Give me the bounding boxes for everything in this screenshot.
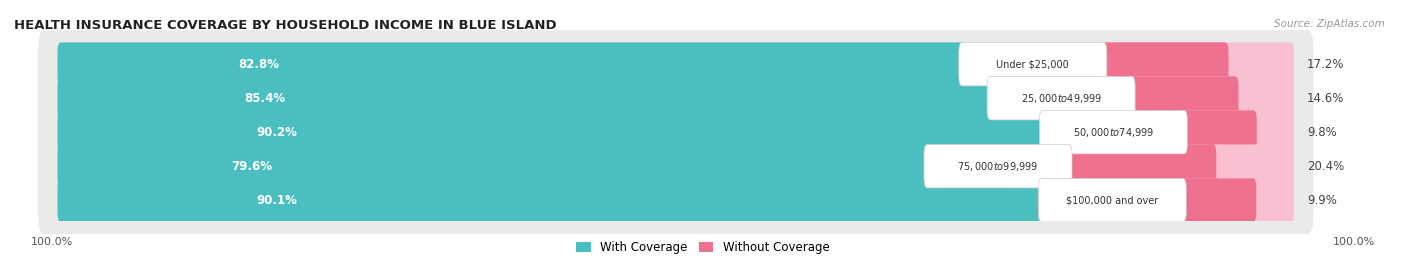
FancyBboxPatch shape xyxy=(1039,110,1188,154)
Text: $25,000 to $49,999: $25,000 to $49,999 xyxy=(1021,92,1102,105)
Text: Under $25,000: Under $25,000 xyxy=(997,59,1069,69)
Text: 17.2%: 17.2% xyxy=(1308,58,1344,71)
Text: $100,000 and over: $100,000 and over xyxy=(1066,195,1159,205)
FancyBboxPatch shape xyxy=(58,43,966,86)
Text: 79.6%: 79.6% xyxy=(231,160,271,173)
Text: 20.4%: 20.4% xyxy=(1308,160,1344,173)
FancyBboxPatch shape xyxy=(58,76,994,120)
FancyBboxPatch shape xyxy=(58,178,1045,222)
Text: 9.9%: 9.9% xyxy=(1308,194,1337,207)
Text: 100.0%: 100.0% xyxy=(31,238,73,247)
Text: 82.8%: 82.8% xyxy=(239,58,280,71)
FancyBboxPatch shape xyxy=(1101,43,1294,86)
FancyBboxPatch shape xyxy=(38,132,1313,200)
FancyBboxPatch shape xyxy=(1066,144,1294,188)
Text: 90.1%: 90.1% xyxy=(256,194,297,207)
FancyBboxPatch shape xyxy=(959,43,1107,86)
Text: Source: ZipAtlas.com: Source: ZipAtlas.com xyxy=(1274,19,1385,29)
FancyBboxPatch shape xyxy=(1181,110,1257,154)
FancyBboxPatch shape xyxy=(38,98,1313,166)
FancyBboxPatch shape xyxy=(987,76,1135,120)
Text: 90.2%: 90.2% xyxy=(256,126,297,139)
FancyBboxPatch shape xyxy=(38,166,1313,234)
Text: 14.6%: 14.6% xyxy=(1308,92,1344,105)
FancyBboxPatch shape xyxy=(1180,178,1294,222)
FancyBboxPatch shape xyxy=(924,144,1071,188)
Text: 9.8%: 9.8% xyxy=(1308,126,1337,139)
FancyBboxPatch shape xyxy=(1066,144,1216,188)
FancyBboxPatch shape xyxy=(1181,110,1294,154)
Text: $50,000 to $74,999: $50,000 to $74,999 xyxy=(1073,126,1154,139)
FancyBboxPatch shape xyxy=(1129,76,1294,120)
FancyBboxPatch shape xyxy=(1038,178,1187,222)
FancyBboxPatch shape xyxy=(1129,76,1239,120)
FancyBboxPatch shape xyxy=(58,110,1046,154)
FancyBboxPatch shape xyxy=(1101,43,1229,86)
FancyBboxPatch shape xyxy=(38,64,1313,132)
FancyBboxPatch shape xyxy=(1180,178,1257,222)
Legend: With Coverage, Without Coverage: With Coverage, Without Coverage xyxy=(576,241,830,254)
Text: HEALTH INSURANCE COVERAGE BY HOUSEHOLD INCOME IN BLUE ISLAND: HEALTH INSURANCE COVERAGE BY HOUSEHOLD I… xyxy=(14,19,557,32)
FancyBboxPatch shape xyxy=(58,144,931,188)
Text: 100.0%: 100.0% xyxy=(1333,238,1375,247)
Text: 85.4%: 85.4% xyxy=(245,92,285,105)
FancyBboxPatch shape xyxy=(38,30,1313,98)
Text: $75,000 to $99,999: $75,000 to $99,999 xyxy=(957,160,1039,173)
